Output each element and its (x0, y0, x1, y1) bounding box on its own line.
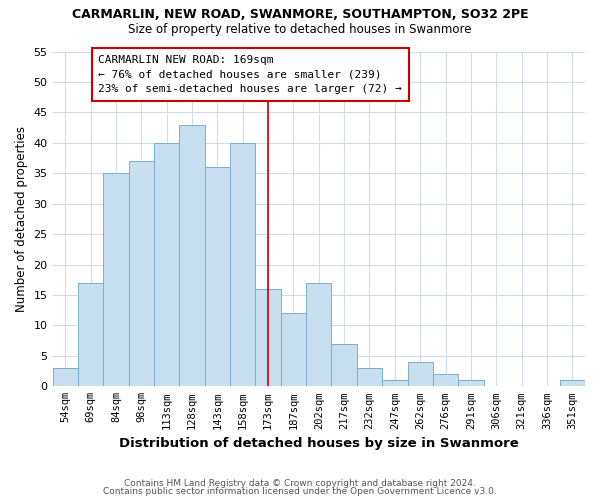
Bar (458, 380, 484, 386)
Bar (78, 283, 103, 387)
Bar (205, 167, 230, 386)
Text: Contains public sector information licensed under the Open Government Licence v3: Contains public sector information licen… (103, 487, 497, 496)
Y-axis label: Number of detached properties: Number of detached properties (15, 126, 28, 312)
Bar (281, 314, 306, 386)
X-axis label: Distribution of detached houses by size in Swanmore: Distribution of detached houses by size … (119, 437, 518, 450)
Text: Contains HM Land Registry data © Crown copyright and database right 2024.: Contains HM Land Registry data © Crown c… (124, 478, 476, 488)
Text: CARMARLIN NEW ROAD: 169sqm
← 76% of detached houses are smaller (239)
23% of sem: CARMARLIN NEW ROAD: 169sqm ← 76% of deta… (98, 54, 402, 94)
Bar (128, 161, 154, 386)
Bar (357, 368, 382, 386)
Bar (306, 283, 331, 387)
Bar (560, 380, 585, 386)
Bar (433, 374, 458, 386)
Text: Size of property relative to detached houses in Swanmore: Size of property relative to detached ho… (128, 22, 472, 36)
Bar (179, 124, 205, 386)
Bar (154, 143, 179, 386)
Bar (331, 344, 357, 386)
Bar (407, 362, 433, 386)
Bar (230, 143, 256, 386)
Text: CARMARLIN, NEW ROAD, SWANMORE, SOUTHAMPTON, SO32 2PE: CARMARLIN, NEW ROAD, SWANMORE, SOUTHAMPT… (71, 8, 529, 20)
Bar (103, 173, 128, 386)
Bar (256, 289, 281, 386)
Bar (53, 368, 78, 386)
Bar (382, 380, 407, 386)
